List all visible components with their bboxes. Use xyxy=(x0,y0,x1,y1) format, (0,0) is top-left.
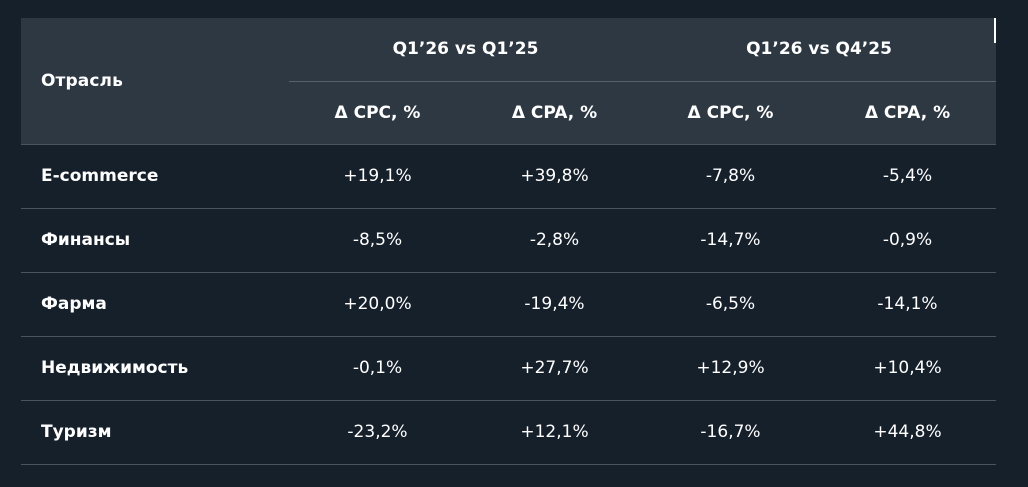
group-header-yoy: Q1’26 vs Q1’25 xyxy=(392,39,539,59)
row-label: Фарма xyxy=(41,294,107,314)
group-header-qoq: Q1’26 vs Q4’25 xyxy=(746,39,892,59)
table-row: Недвижимость -0,1% +27,7% +12,9% +10,4% xyxy=(21,336,996,400)
table-cell: -0,9% xyxy=(882,230,933,250)
table-cell: -2,8% xyxy=(529,230,580,250)
subcolumn-header-cpa-qoq: Δ CPA, % xyxy=(864,103,951,123)
table-cell: -14,7% xyxy=(700,230,761,250)
table-cell: +12,1% xyxy=(520,422,589,442)
table-cell: +12,9% xyxy=(696,358,765,378)
table-cell: +44,8% xyxy=(873,422,942,442)
table-cell: -7,8% xyxy=(705,166,756,186)
text-cursor xyxy=(994,18,996,43)
table-row: Финансы -8,5% -2,8% -14,7% -0,9% xyxy=(21,208,996,272)
table-row: Туризм -23,2% +12,1% -16,7% +44,8% xyxy=(21,400,996,465)
table-cell: -8,5% xyxy=(352,230,403,250)
subcolumn-header-cpa-yoy: Δ CPA, % xyxy=(511,103,598,123)
table-cell: -16,7% xyxy=(700,422,761,442)
table-cell: +27,7% xyxy=(520,358,589,378)
table-cell: -19,4% xyxy=(524,294,585,314)
table-header: Отрасль Q1’26 vs Q1’25 Q1’26 vs Q4’25 Δ … xyxy=(21,18,996,144)
table-cell: +39,8% xyxy=(520,166,589,186)
table-row: E-commerce +19,1% +39,8% -7,8% -5,4% xyxy=(21,144,996,208)
table-cell: +10,4% xyxy=(873,358,942,378)
subcolumn-header-cpc-qoq: Δ CPC, % xyxy=(687,103,774,123)
table-body: E-commerce +19,1% +39,8% -7,8% -5,4% Фин… xyxy=(21,144,996,465)
industry-column-header: Отрасль xyxy=(41,71,123,91)
table-row: Фарма +20,0% -19,4% -6,5% -14,1% xyxy=(21,272,996,336)
table-cell: -6,5% xyxy=(705,294,756,314)
row-label: Туризм xyxy=(41,422,112,442)
table-cell: -14,1% xyxy=(877,294,938,314)
subcolumn-header-cpc-yoy: Δ CPC, % xyxy=(334,103,421,123)
table-cell: +20,0% xyxy=(343,294,412,314)
row-label: Недвижимость xyxy=(41,358,189,378)
table-cell: -23,2% xyxy=(347,422,408,442)
row-label: Финансы xyxy=(41,230,131,250)
table-cell: -0,1% xyxy=(352,358,403,378)
header-divider xyxy=(289,81,996,82)
comparison-table: Отрасль Q1’26 vs Q1’25 Q1’26 vs Q4’25 Δ … xyxy=(21,18,996,465)
table-cell: -5,4% xyxy=(882,166,933,186)
table-cell: +19,1% xyxy=(343,166,412,186)
row-label: E-commerce xyxy=(41,166,159,186)
